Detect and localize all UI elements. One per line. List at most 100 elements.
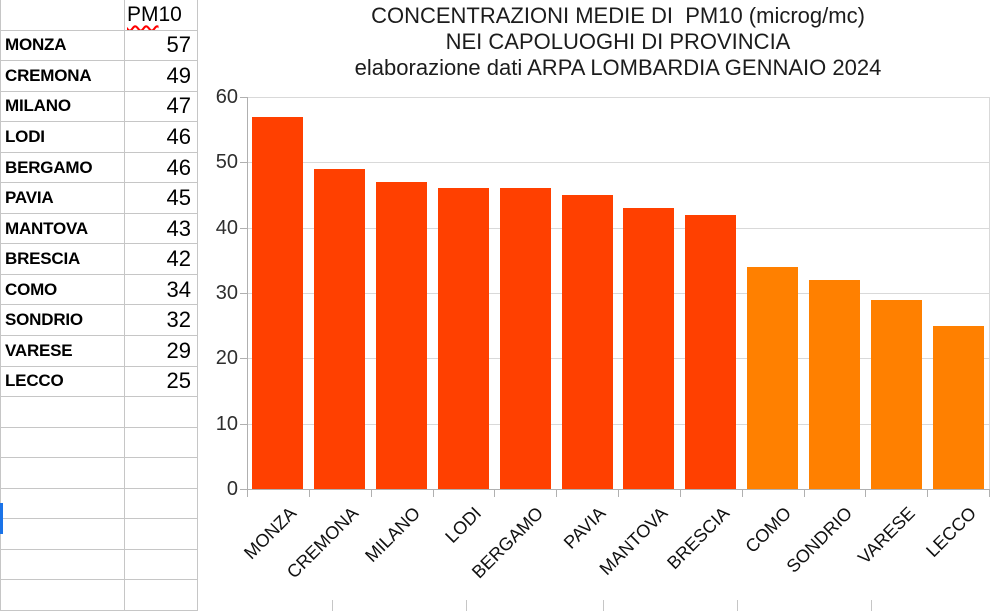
bar-como[interactable]	[747, 266, 799, 489]
x-category-label-brescia: BRESCIA	[662, 503, 733, 574]
cell-empty[interactable]	[125, 549, 198, 581]
sheet-row: LODI 46	[1, 122, 205, 153]
cell-empty[interactable]	[125, 458, 198, 489]
bar-cremona[interactable]	[314, 168, 366, 489]
bar-lecco[interactable]	[932, 325, 984, 489]
cell-empty[interactable]	[125, 427, 198, 459]
cell-city-bergamo[interactable]: BERGAMO	[1, 152, 125, 184]
sheet-row	[1, 519, 205, 550]
y-tick-60	[240, 97, 247, 98]
x-tick-4	[494, 489, 496, 497]
cell-empty[interactable]	[1, 458, 125, 489]
sheet-row: MONZA 57	[1, 30, 205, 62]
cell-empty[interactable]	[1, 488, 125, 520]
cell-city-monza[interactable]: MONZA	[1, 30, 125, 62]
bar-sondrio[interactable]	[808, 279, 860, 489]
cell-value-monza[interactable]: 57	[125, 30, 198, 62]
sheet-row: LECCO 25	[1, 366, 205, 398]
embedded-pm10-chart[interactable]: CONCENTRAZIONI MEDIE DI PM10 (microg/mc)…	[205, 0, 1000, 600]
y-tick-label-10: 10	[215, 412, 238, 435]
sheet-row: PM 10	[1, 0, 205, 31]
x-tick-9	[803, 489, 805, 497]
chart-title-line-2: NEI CAPOLUOGHI DI PROVINCIA	[445, 29, 791, 54]
cell-value-sondrio[interactable]: 32	[125, 305, 198, 337]
bar-varese[interactable]	[870, 299, 922, 489]
sheet-column-border-mark-2	[603, 600, 604, 611]
sheet-column-border-mark-3	[737, 600, 738, 611]
cell-value-milano[interactable]: 47	[125, 91, 198, 123]
cell-city-sondrio[interactable]: SONDRIO	[1, 305, 125, 337]
sheet-row: MILANO 47	[1, 91, 205, 123]
cell-city-mantova[interactable]: MANTOVA	[1, 213, 125, 245]
bar-mantova[interactable]	[623, 208, 675, 489]
sheet-row: MANTOVA 43	[1, 213, 205, 245]
x-category-label-lecco: LECCO	[922, 503, 981, 561]
x-tick-3	[432, 489, 434, 497]
bar-bergamo[interactable]	[499, 188, 551, 489]
sheet-row	[1, 549, 205, 581]
cell-value-mantova[interactable]: 43	[125, 213, 198, 245]
x-tick-0	[247, 489, 248, 497]
sheet-row: SONDRIO 32	[1, 305, 205, 337]
cell-selection-fragment	[0, 503, 3, 534]
x-tick-5	[556, 489, 558, 497]
chart-title: CONCENTRAZIONI MEDIE DI PM10 (microg/mc)…	[247, 3, 989, 81]
cell-value-cremona[interactable]: 49	[125, 61, 198, 92]
cell-value-como[interactable]: 34	[125, 274, 198, 306]
y-tick-0	[240, 489, 247, 490]
bar-pavia[interactable]	[561, 195, 613, 489]
bar-brescia[interactable]	[685, 214, 737, 489]
cell-empty[interactable]	[1, 580, 125, 611]
y-axis-line	[247, 97, 248, 494]
cell-empty[interactable]	[1, 0, 125, 31]
y-tick-label-40: 40	[215, 216, 238, 239]
x-category-label-lodi: LODI	[441, 503, 486, 547]
bar-milano[interactable]	[376, 181, 428, 489]
y-tick-40	[240, 227, 247, 229]
gridline-y-60	[247, 97, 989, 98]
cell-value-varese[interactable]: 29	[125, 336, 198, 367]
cell-empty[interactable]	[125, 397, 198, 428]
cell-city-como[interactable]: COMO	[1, 274, 125, 306]
y-tick-10	[240, 423, 247, 425]
y-tick-50	[240, 162, 247, 164]
sheet-strip-below-chart	[205, 600, 1000, 611]
plot-right-border	[989, 97, 990, 489]
cell-value-lodi[interactable]: 46	[125, 122, 198, 153]
sheet-row: BRESCIA 42	[1, 244, 205, 275]
header-rest-text: 10	[158, 2, 182, 26]
cell-city-varese[interactable]: VARESE	[1, 336, 125, 367]
cell-city-cremona[interactable]: CREMONA	[1, 61, 125, 92]
cell-empty[interactable]	[125, 519, 198, 550]
cell-city-pavia[interactable]: PAVIA	[1, 183, 125, 214]
cell-city-lecco[interactable]: LECCO	[1, 366, 125, 398]
x-tick-11	[927, 489, 929, 497]
x-category-label-varese: VARESE	[853, 503, 919, 568]
chart-plot-area: 0 10 20 30 40 50 60 MONZA CREMONA MILANO LODI BERGA…	[205, 0, 1000, 600]
cell-empty[interactable]	[1, 427, 125, 459]
x-category-label-monza: MONZA	[239, 503, 301, 564]
cell-empty[interactable]	[125, 580, 198, 611]
bar-monza[interactable]	[252, 116, 304, 489]
cell-value-pavia[interactable]: 45	[125, 183, 198, 214]
cell-empty[interactable]	[1, 549, 125, 581]
cell-value-bergamo[interactable]: 46	[125, 152, 198, 184]
sheet-row: COMO 34	[1, 274, 205, 306]
y-tick-label-60: 60	[215, 86, 238, 108]
x-category-label-milano: MILANO	[360, 503, 424, 566]
cell-empty[interactable]	[125, 488, 198, 520]
cell-header-pm10[interactable]: PM 10	[125, 0, 198, 31]
cell-empty[interactable]	[1, 397, 125, 428]
gridline-y-50	[247, 162, 989, 164]
cell-empty[interactable]	[1, 519, 125, 550]
gridline-y-20	[247, 358, 989, 360]
cell-city-lodi[interactable]: LODI	[1, 122, 125, 153]
cell-value-lecco[interactable]: 25	[125, 366, 198, 398]
cell-city-brescia[interactable]: BRESCIA	[1, 244, 125, 275]
cell-city-milano[interactable]: MILANO	[1, 91, 125, 123]
sheet-row	[1, 580, 205, 611]
y-tick-label-20: 20	[215, 347, 238, 370]
cell-value-brescia[interactable]: 42	[125, 244, 198, 275]
bar-lodi[interactable]	[437, 188, 489, 489]
